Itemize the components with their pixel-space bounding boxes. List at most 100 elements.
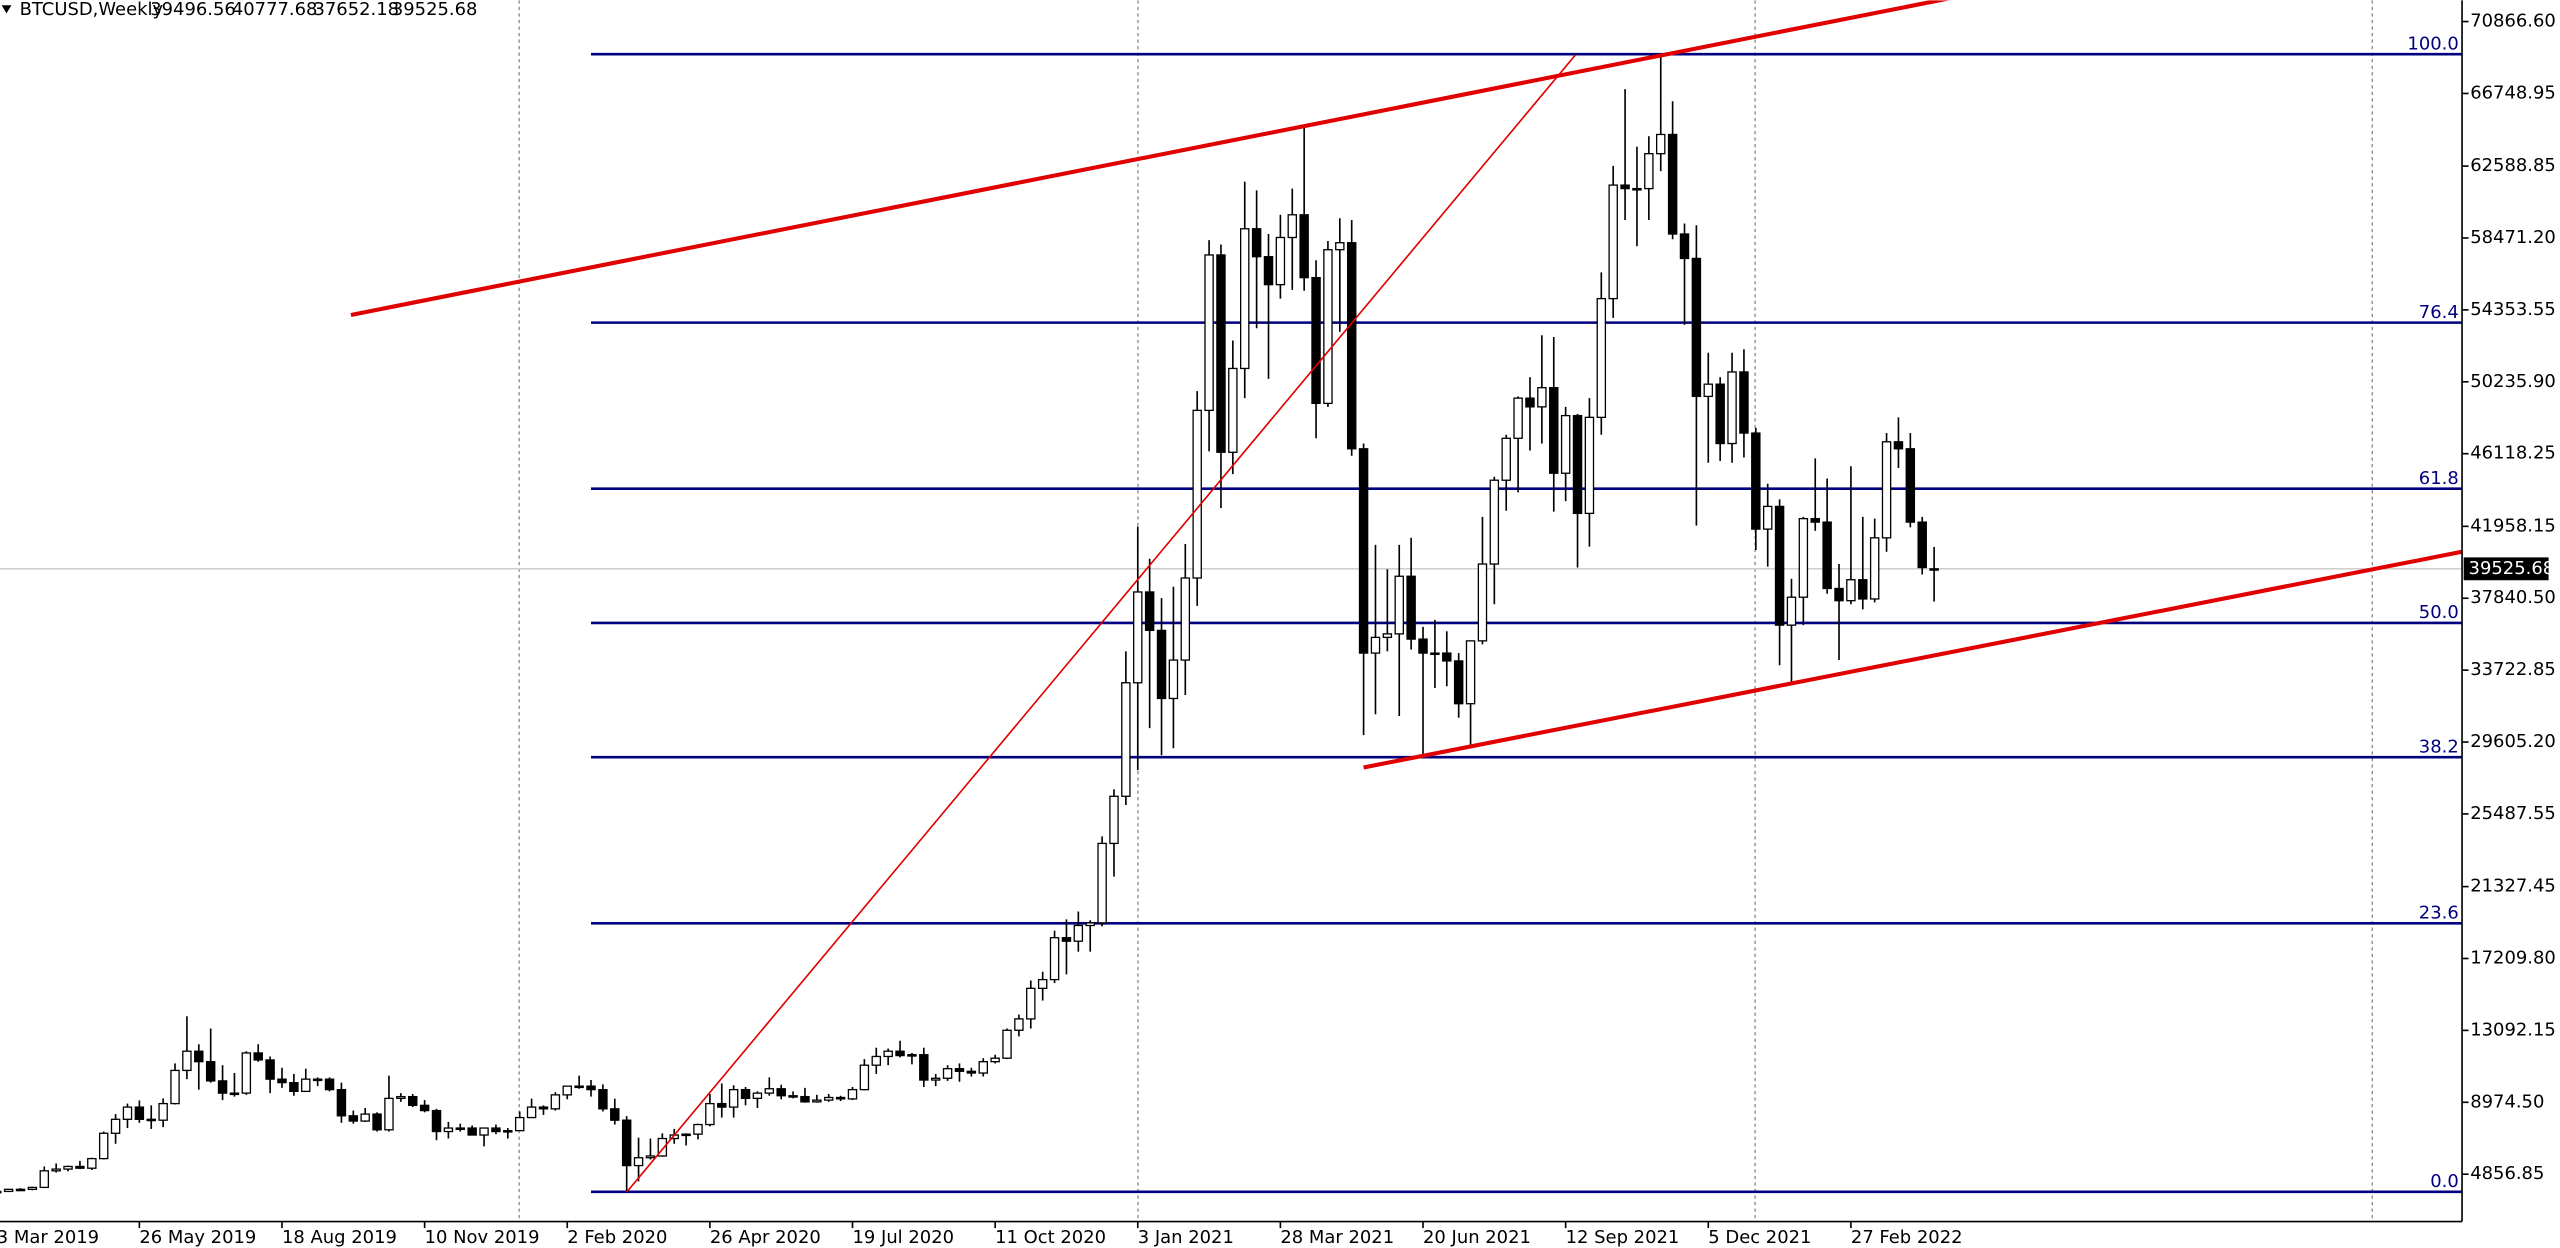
candle-body [1228, 367, 1238, 453]
x-tick-label: 26 May 2019 [139, 1227, 256, 1248]
candle-body [1311, 277, 1321, 405]
candle-body [1002, 1029, 1012, 1059]
x-tick-label: 3 Mar 2019 [0, 1227, 99, 1248]
candle-body [1085, 922, 1095, 927]
candle-body [1560, 414, 1571, 474]
candle-body [1061, 937, 1072, 942]
candle-body [324, 1078, 335, 1091]
candle-body [1335, 242, 1345, 251]
y-tick-label: 17209.80 [2470, 947, 2556, 968]
x-tick-label: 27 Feb 2022 [1851, 1227, 1963, 1248]
candle-body [574, 1085, 584, 1089]
candle-body [1893, 441, 1904, 450]
candle-body [348, 1115, 359, 1122]
fib-level-label: 61.8 [2419, 468, 2459, 489]
candle-body [1073, 924, 1084, 942]
y-tick-label: 8974.50 [2470, 1091, 2544, 1112]
candle-body [1774, 505, 1785, 626]
candle-body [1180, 577, 1191, 661]
candle-body [752, 1092, 763, 1100]
candle-body [514, 1116, 525, 1132]
header-high: 40777.68 [232, 0, 318, 20]
y-tick-label: 46118.25 [2470, 443, 2556, 464]
candle-body [1240, 228, 1250, 370]
y-tick-label: 62588.85 [2470, 155, 2556, 176]
x-tick-label: 18 Aug 2019 [282, 1227, 397, 1248]
candle-body [1489, 479, 1500, 565]
x-tick-label: 19 Jul 2020 [853, 1227, 955, 1248]
header-open: 39496.56 [150, 0, 236, 20]
candle-body [538, 1106, 549, 1110]
candle-body [1846, 579, 1856, 602]
candle-body [1739, 371, 1749, 434]
trendline [350, 0, 1950, 317]
candle-body [289, 1081, 299, 1093]
y-tick-label: 13092.15 [2470, 1019, 2556, 1040]
x-tick-label: 2 Feb 2020 [567, 1227, 667, 1248]
candle-body [253, 1052, 263, 1061]
candle-body [1834, 587, 1844, 602]
y-tick-label: 70866.60 [2470, 11, 2556, 32]
candle-body [205, 1061, 216, 1082]
fib-level-label: 50.0 [2419, 602, 2459, 623]
trendlines-layer [350, 0, 2463, 1193]
candle-body [277, 1078, 287, 1084]
candle-body [978, 1061, 988, 1074]
candle-body [717, 1102, 727, 1108]
candle-body [1513, 397, 1523, 439]
candle-body [1501, 437, 1511, 481]
candle-body [1168, 659, 1179, 700]
candle-body [1584, 416, 1595, 515]
candle-body [740, 1088, 751, 1100]
candle-body [1251, 228, 1262, 258]
candle-body [301, 1078, 311, 1093]
candle-body [372, 1113, 382, 1131]
y-tick-label: 58471.20 [2470, 227, 2556, 248]
candle-body [1798, 517, 1809, 598]
candle-body [1275, 236, 1286, 286]
candle-body [15, 1188, 26, 1192]
candle-body [788, 1095, 798, 1098]
candle-body [1358, 448, 1369, 654]
candle-body [1537, 387, 1547, 408]
fibonacci-layer: 0.0 23.6 38.2 50.0 61.8 76.4 100.0 [591, 33, 2463, 1194]
candle-body [455, 1127, 466, 1131]
y-tick-label: 37840.50 [2470, 587, 2556, 608]
candle-body [1382, 633, 1393, 639]
candle-body [1549, 387, 1559, 474]
candle-body [1394, 575, 1404, 635]
fib-level-label: 100.0 [2407, 33, 2458, 54]
candle-body [1216, 254, 1226, 453]
candle-body [1370, 636, 1381, 654]
candle-body [1477, 563, 1488, 642]
candle-body [1727, 371, 1737, 445]
trendline [1363, 549, 2463, 770]
candle-body [835, 1096, 846, 1100]
candle-body [1620, 184, 1630, 190]
candle-body [1822, 521, 1832, 590]
candle-body [217, 1080, 228, 1094]
candle-body [1762, 505, 1773, 530]
candle-body [1204, 254, 1214, 412]
candle-body [1596, 297, 1607, 419]
candle-body [1263, 256, 1274, 286]
candle-body [1644, 153, 1654, 190]
candle-body [122, 1106, 133, 1120]
candle-body [1667, 133, 1678, 235]
candle-body [467, 1127, 477, 1136]
candle-body [562, 1085, 572, 1096]
header-close: 39525.68 [392, 0, 478, 20]
candle-body [1703, 383, 1714, 398]
candle-body [1037, 978, 1048, 990]
symbol-title: BTCUSD,Weekly [20, 0, 164, 20]
candle-body [1299, 214, 1309, 279]
candle-body [87, 1157, 97, 1169]
candle-body [966, 1070, 977, 1074]
candle-body [1810, 517, 1820, 523]
candle-body [621, 1119, 632, 1167]
candle-body [360, 1113, 370, 1122]
candle-body [39, 1170, 50, 1189]
candle-body [681, 1133, 691, 1137]
collapse-icon[interactable] [1, 5, 12, 14]
candle-body [51, 1168, 61, 1172]
